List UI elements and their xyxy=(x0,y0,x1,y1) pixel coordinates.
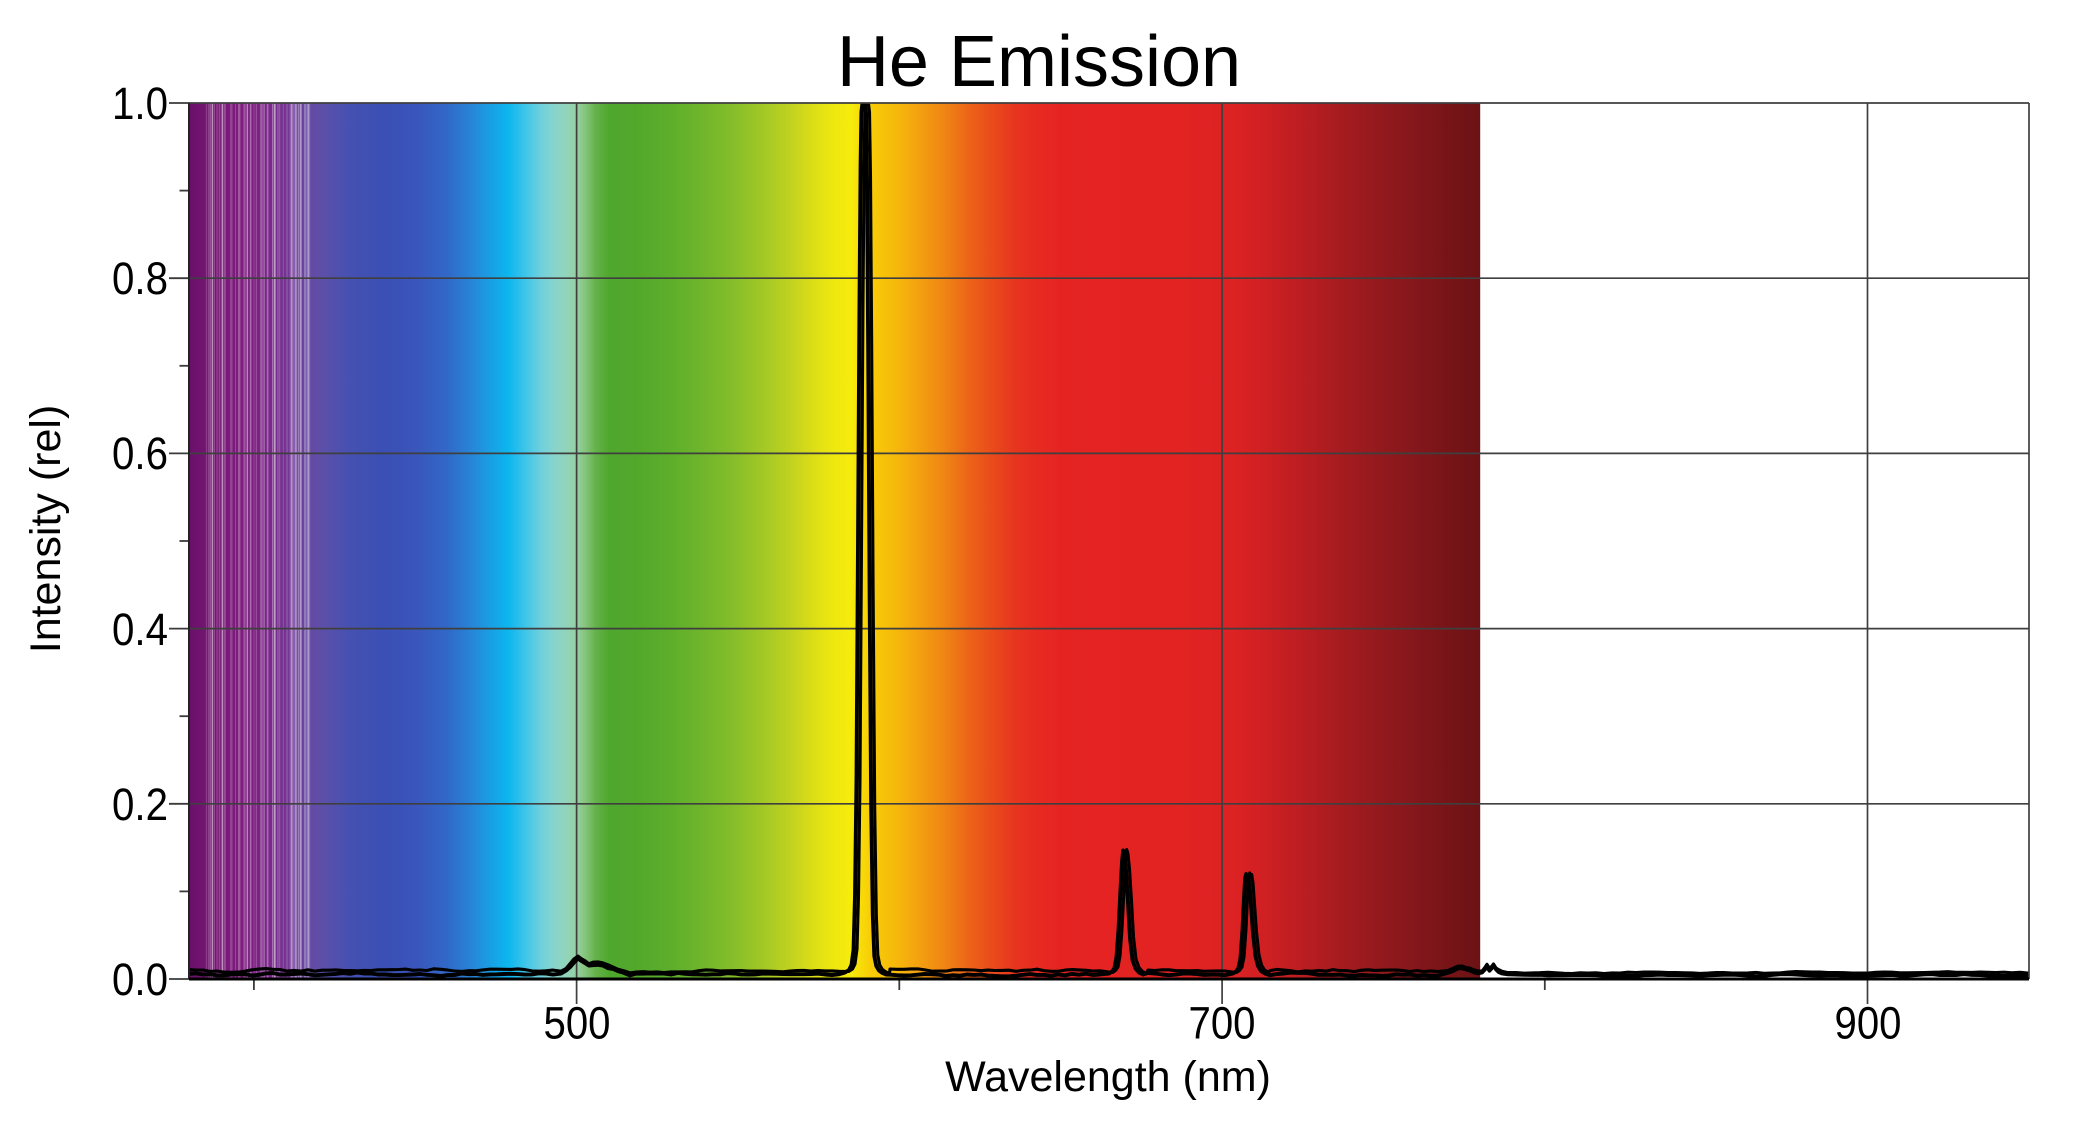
svg-text:1.0: 1.0 xyxy=(112,78,168,129)
svg-text:500: 500 xyxy=(544,998,611,1049)
svg-text:Intensity (rel): Intensity (rel) xyxy=(22,405,70,654)
svg-text:0.8: 0.8 xyxy=(112,253,168,304)
svg-text:0.2: 0.2 xyxy=(112,779,168,830)
svg-text:Wavelength (nm): Wavelength (nm) xyxy=(945,1053,1271,1101)
svg-text:0.6: 0.6 xyxy=(112,428,168,479)
svg-text:900: 900 xyxy=(1835,998,1902,1049)
svg-text:0.0: 0.0 xyxy=(112,954,168,1005)
svg-text:He Emission: He Emission xyxy=(837,22,1241,102)
svg-text:0.4: 0.4 xyxy=(112,604,168,655)
svg-text:700: 700 xyxy=(1189,998,1256,1049)
